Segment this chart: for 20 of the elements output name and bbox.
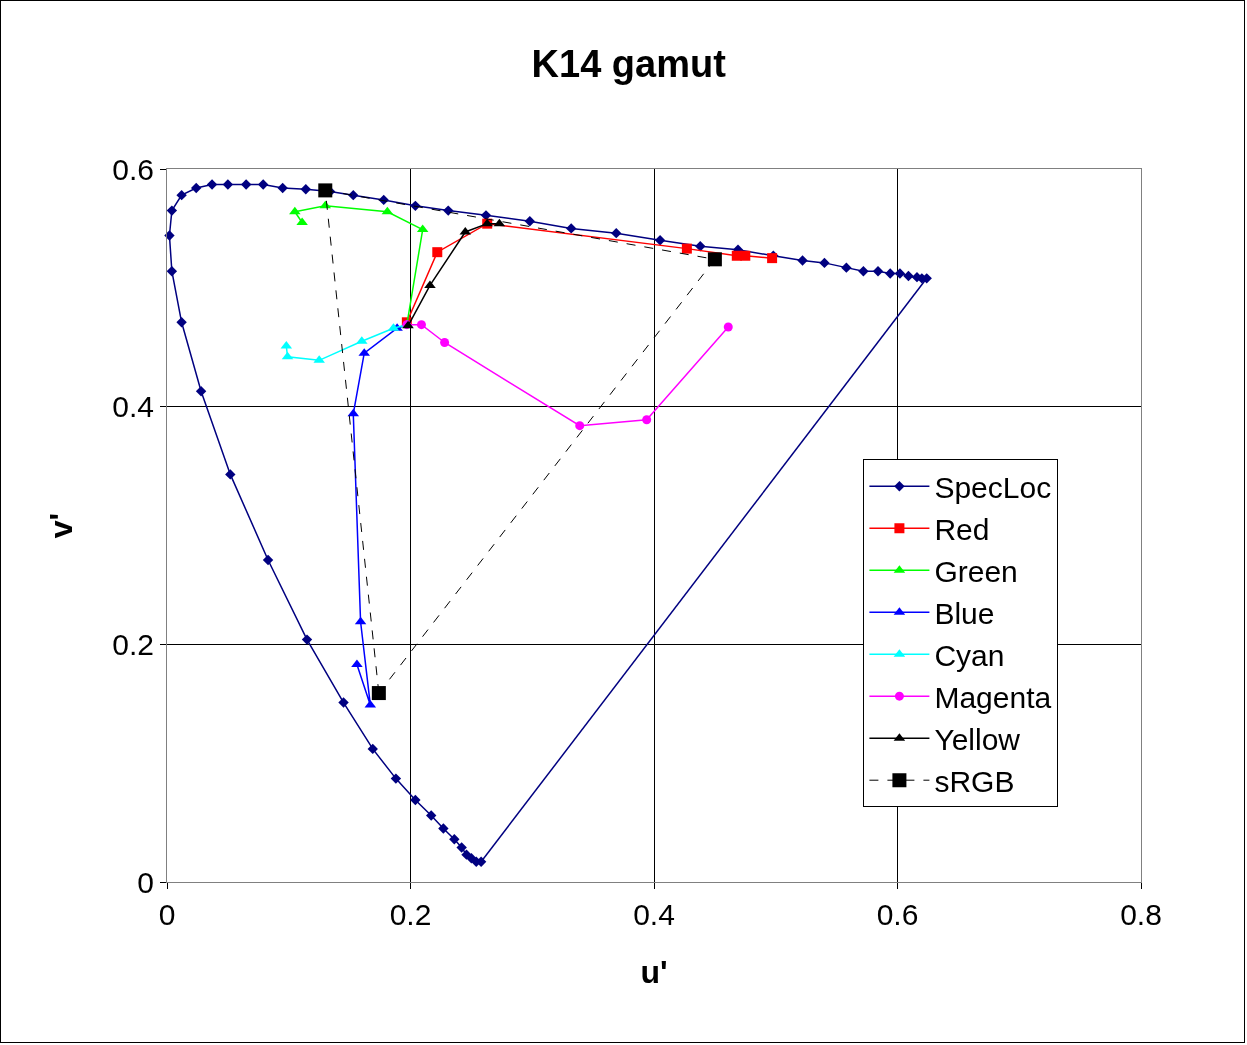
- x-tick-label: 0: [158, 898, 176, 931]
- legend-label: Blue: [934, 596, 995, 630]
- x-tick-label: 0.4: [633, 898, 675, 931]
- y-tick-label: 0: [137, 865, 154, 899]
- legend-label: Yellow: [934, 722, 1021, 756]
- x-axis-title: u': [640, 953, 668, 990]
- y-tick-label: 0.2: [112, 627, 154, 661]
- y-axis-title: v': [42, 512, 79, 539]
- legend-label: SpecLoc: [934, 470, 1052, 504]
- x-tick-label: 0.2: [389, 898, 432, 931]
- legend-label: Magenta: [934, 680, 1052, 714]
- legend-label: Green: [934, 554, 1018, 588]
- legend-label: Red: [934, 512, 990, 546]
- legend-label: sRGB: [934, 764, 1015, 798]
- x-tick-label: 0.6: [876, 898, 919, 931]
- y-tick-label: 0.6: [112, 152, 154, 186]
- chart-title: K14 gamut: [531, 42, 727, 85]
- legend-label: Cyan: [934, 638, 1005, 672]
- y-tick-label: 0.4: [112, 390, 154, 424]
- x-tick-label: 0.8: [1120, 898, 1162, 931]
